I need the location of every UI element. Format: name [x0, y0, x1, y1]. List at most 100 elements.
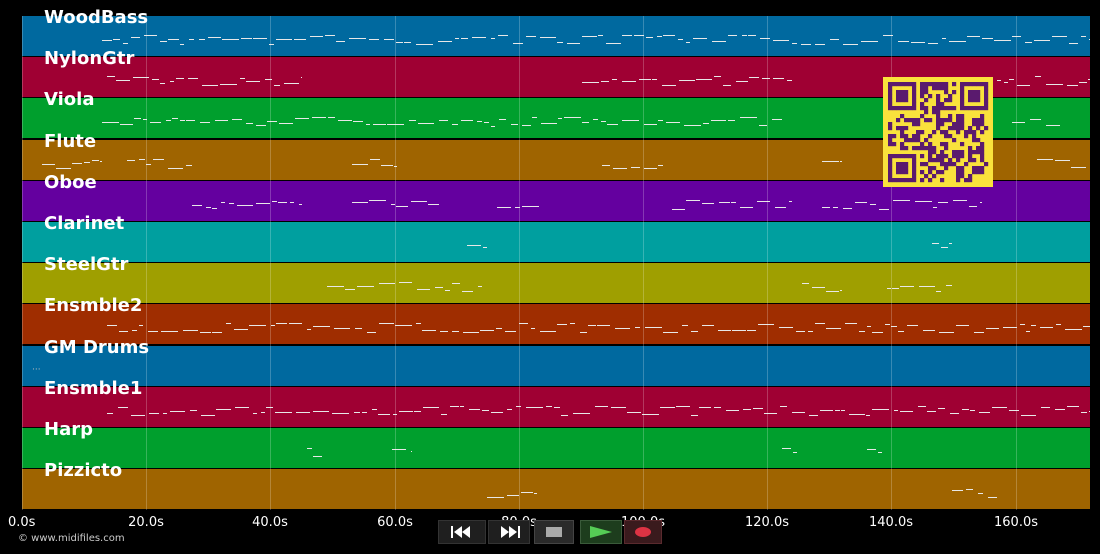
note — [452, 331, 459, 332]
note — [72, 163, 82, 164]
note — [460, 406, 464, 407]
note — [499, 119, 506, 120]
note — [855, 202, 867, 203]
note — [338, 120, 352, 121]
note — [328, 117, 335, 118]
note — [272, 201, 277, 202]
note — [84, 162, 90, 163]
note — [399, 282, 412, 283]
note — [186, 165, 192, 166]
gridline — [270, 16, 271, 510]
fast-forward-button[interactable] — [488, 520, 530, 544]
note — [152, 79, 159, 80]
stop-button[interactable] — [534, 520, 574, 544]
note — [392, 449, 406, 450]
note — [226, 323, 231, 324]
note — [387, 124, 404, 125]
note — [168, 39, 179, 40]
note — [422, 330, 436, 331]
note — [822, 161, 839, 162]
note — [372, 409, 377, 410]
note — [719, 202, 730, 203]
note — [900, 286, 914, 287]
gridline — [767, 16, 768, 510]
qr-code[interactable] — [883, 77, 993, 187]
time-tick-label: 0.0s — [8, 515, 36, 530]
track-label: Oboe — [44, 172, 97, 193]
note — [201, 415, 215, 416]
note — [740, 117, 757, 118]
note — [416, 44, 433, 45]
note — [269, 44, 274, 45]
note — [384, 39, 394, 40]
note — [749, 77, 759, 78]
note — [826, 328, 841, 329]
rewind-button[interactable] — [438, 520, 486, 544]
note — [872, 409, 889, 410]
note — [711, 120, 726, 121]
note — [461, 120, 473, 121]
record-button[interactable] — [624, 520, 662, 544]
note — [409, 120, 416, 121]
note — [809, 415, 818, 416]
note — [123, 43, 128, 44]
note — [845, 323, 857, 324]
note — [956, 325, 969, 326]
time-tick-label: 160.0s — [994, 515, 1038, 530]
track-ensmble2 — [22, 304, 1090, 344]
note — [627, 412, 641, 413]
note — [1012, 122, 1025, 123]
note — [284, 83, 299, 84]
note — [635, 327, 640, 328]
note — [1065, 329, 1082, 330]
note — [843, 208, 852, 209]
note — [507, 495, 519, 496]
drum-marker: ··· — [32, 365, 41, 375]
note — [859, 331, 865, 332]
note — [747, 330, 756, 331]
note — [1035, 76, 1041, 77]
note — [966, 489, 973, 490]
note — [652, 79, 657, 80]
note — [849, 414, 865, 415]
note — [1055, 160, 1070, 161]
note — [472, 37, 486, 38]
note — [276, 39, 292, 40]
note — [898, 41, 909, 42]
note — [726, 410, 739, 411]
note — [127, 160, 135, 161]
note — [334, 328, 350, 329]
note — [295, 118, 309, 119]
note — [452, 283, 460, 284]
note — [833, 207, 838, 208]
note — [237, 205, 253, 206]
note — [267, 121, 277, 122]
note — [748, 35, 756, 36]
note — [567, 43, 580, 44]
note — [979, 412, 990, 413]
note — [540, 37, 556, 38]
note — [540, 331, 556, 332]
note — [891, 326, 897, 327]
note — [731, 202, 736, 203]
track-area — [22, 16, 1090, 510]
note — [362, 412, 367, 413]
note — [595, 406, 608, 407]
note — [266, 407, 273, 408]
note — [212, 332, 222, 333]
note — [532, 117, 537, 118]
note — [843, 44, 858, 45]
note — [772, 119, 782, 120]
note — [938, 408, 945, 409]
note — [200, 122, 210, 123]
note — [418, 123, 434, 124]
note — [416, 323, 421, 324]
note — [631, 167, 640, 168]
play-button[interactable] — [580, 520, 622, 544]
note — [969, 206, 977, 207]
note — [792, 412, 805, 413]
note — [253, 413, 257, 414]
note — [936, 291, 941, 292]
note — [274, 85, 280, 86]
note — [1046, 84, 1063, 85]
